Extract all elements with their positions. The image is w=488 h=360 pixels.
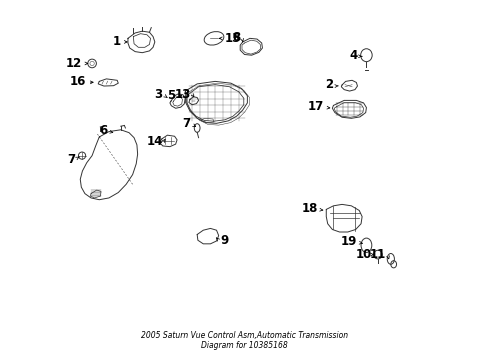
- Text: 6: 6: [99, 124, 107, 137]
- Text: 13: 13: [175, 88, 191, 101]
- Text: 1: 1: [112, 35, 121, 49]
- Text: 5: 5: [167, 89, 175, 102]
- Text: 9: 9: [220, 234, 228, 247]
- Text: 19: 19: [341, 235, 357, 248]
- Text: 2005 Saturn Vue Control Asm,Automatic Transmission
Diagram for 10385168: 2005 Saturn Vue Control Asm,Automatic Tr…: [141, 331, 347, 350]
- Text: 2: 2: [325, 78, 333, 91]
- Text: 8: 8: [231, 31, 240, 44]
- Text: 12: 12: [66, 57, 82, 70]
- Text: 16: 16: [69, 75, 86, 88]
- Text: 18: 18: [301, 202, 317, 215]
- Text: 3: 3: [154, 88, 163, 101]
- Text: 4: 4: [348, 49, 357, 62]
- Text: 7: 7: [182, 117, 190, 130]
- Text: 7: 7: [67, 153, 75, 166]
- Text: 11: 11: [369, 248, 386, 261]
- Text: 15: 15: [224, 32, 241, 45]
- Text: 14: 14: [146, 135, 163, 148]
- Text: 17: 17: [307, 100, 324, 113]
- Text: 10: 10: [355, 248, 371, 261]
